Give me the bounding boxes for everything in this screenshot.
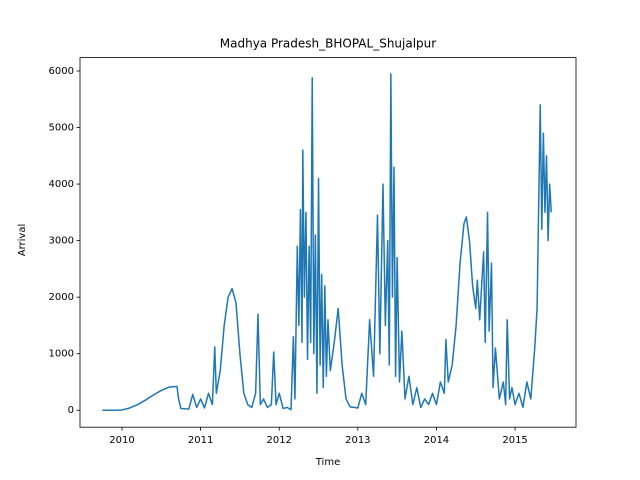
y-tick-label: 3000: [49, 236, 74, 247]
y-tick-label: 1000: [49, 349, 74, 360]
y-axis-label: Arrival: [17, 224, 28, 257]
x-tick-label: 2010: [109, 435, 134, 446]
y-tick-label: 5000: [49, 123, 74, 134]
y-tick-label: 2000: [49, 292, 74, 303]
y-tick-label: 4000: [49, 179, 74, 190]
x-axis-label: Time: [315, 457, 340, 468]
x-tick-label: 2013: [345, 435, 370, 446]
x-tick-label: 2012: [266, 435, 291, 446]
x-tick-label: 2014: [424, 435, 449, 446]
y-tick-label: 0: [68, 405, 74, 416]
chart-title: Madhya Pradesh_BHOPAL_Shujalpur: [220, 37, 437, 51]
plot-frame: [79, 57, 577, 428]
x-tick-label: 2011: [188, 435, 213, 446]
x-tick-label: 2015: [502, 435, 527, 446]
data-line: [102, 73, 552, 411]
y-tick-label: 6000: [49, 66, 74, 77]
